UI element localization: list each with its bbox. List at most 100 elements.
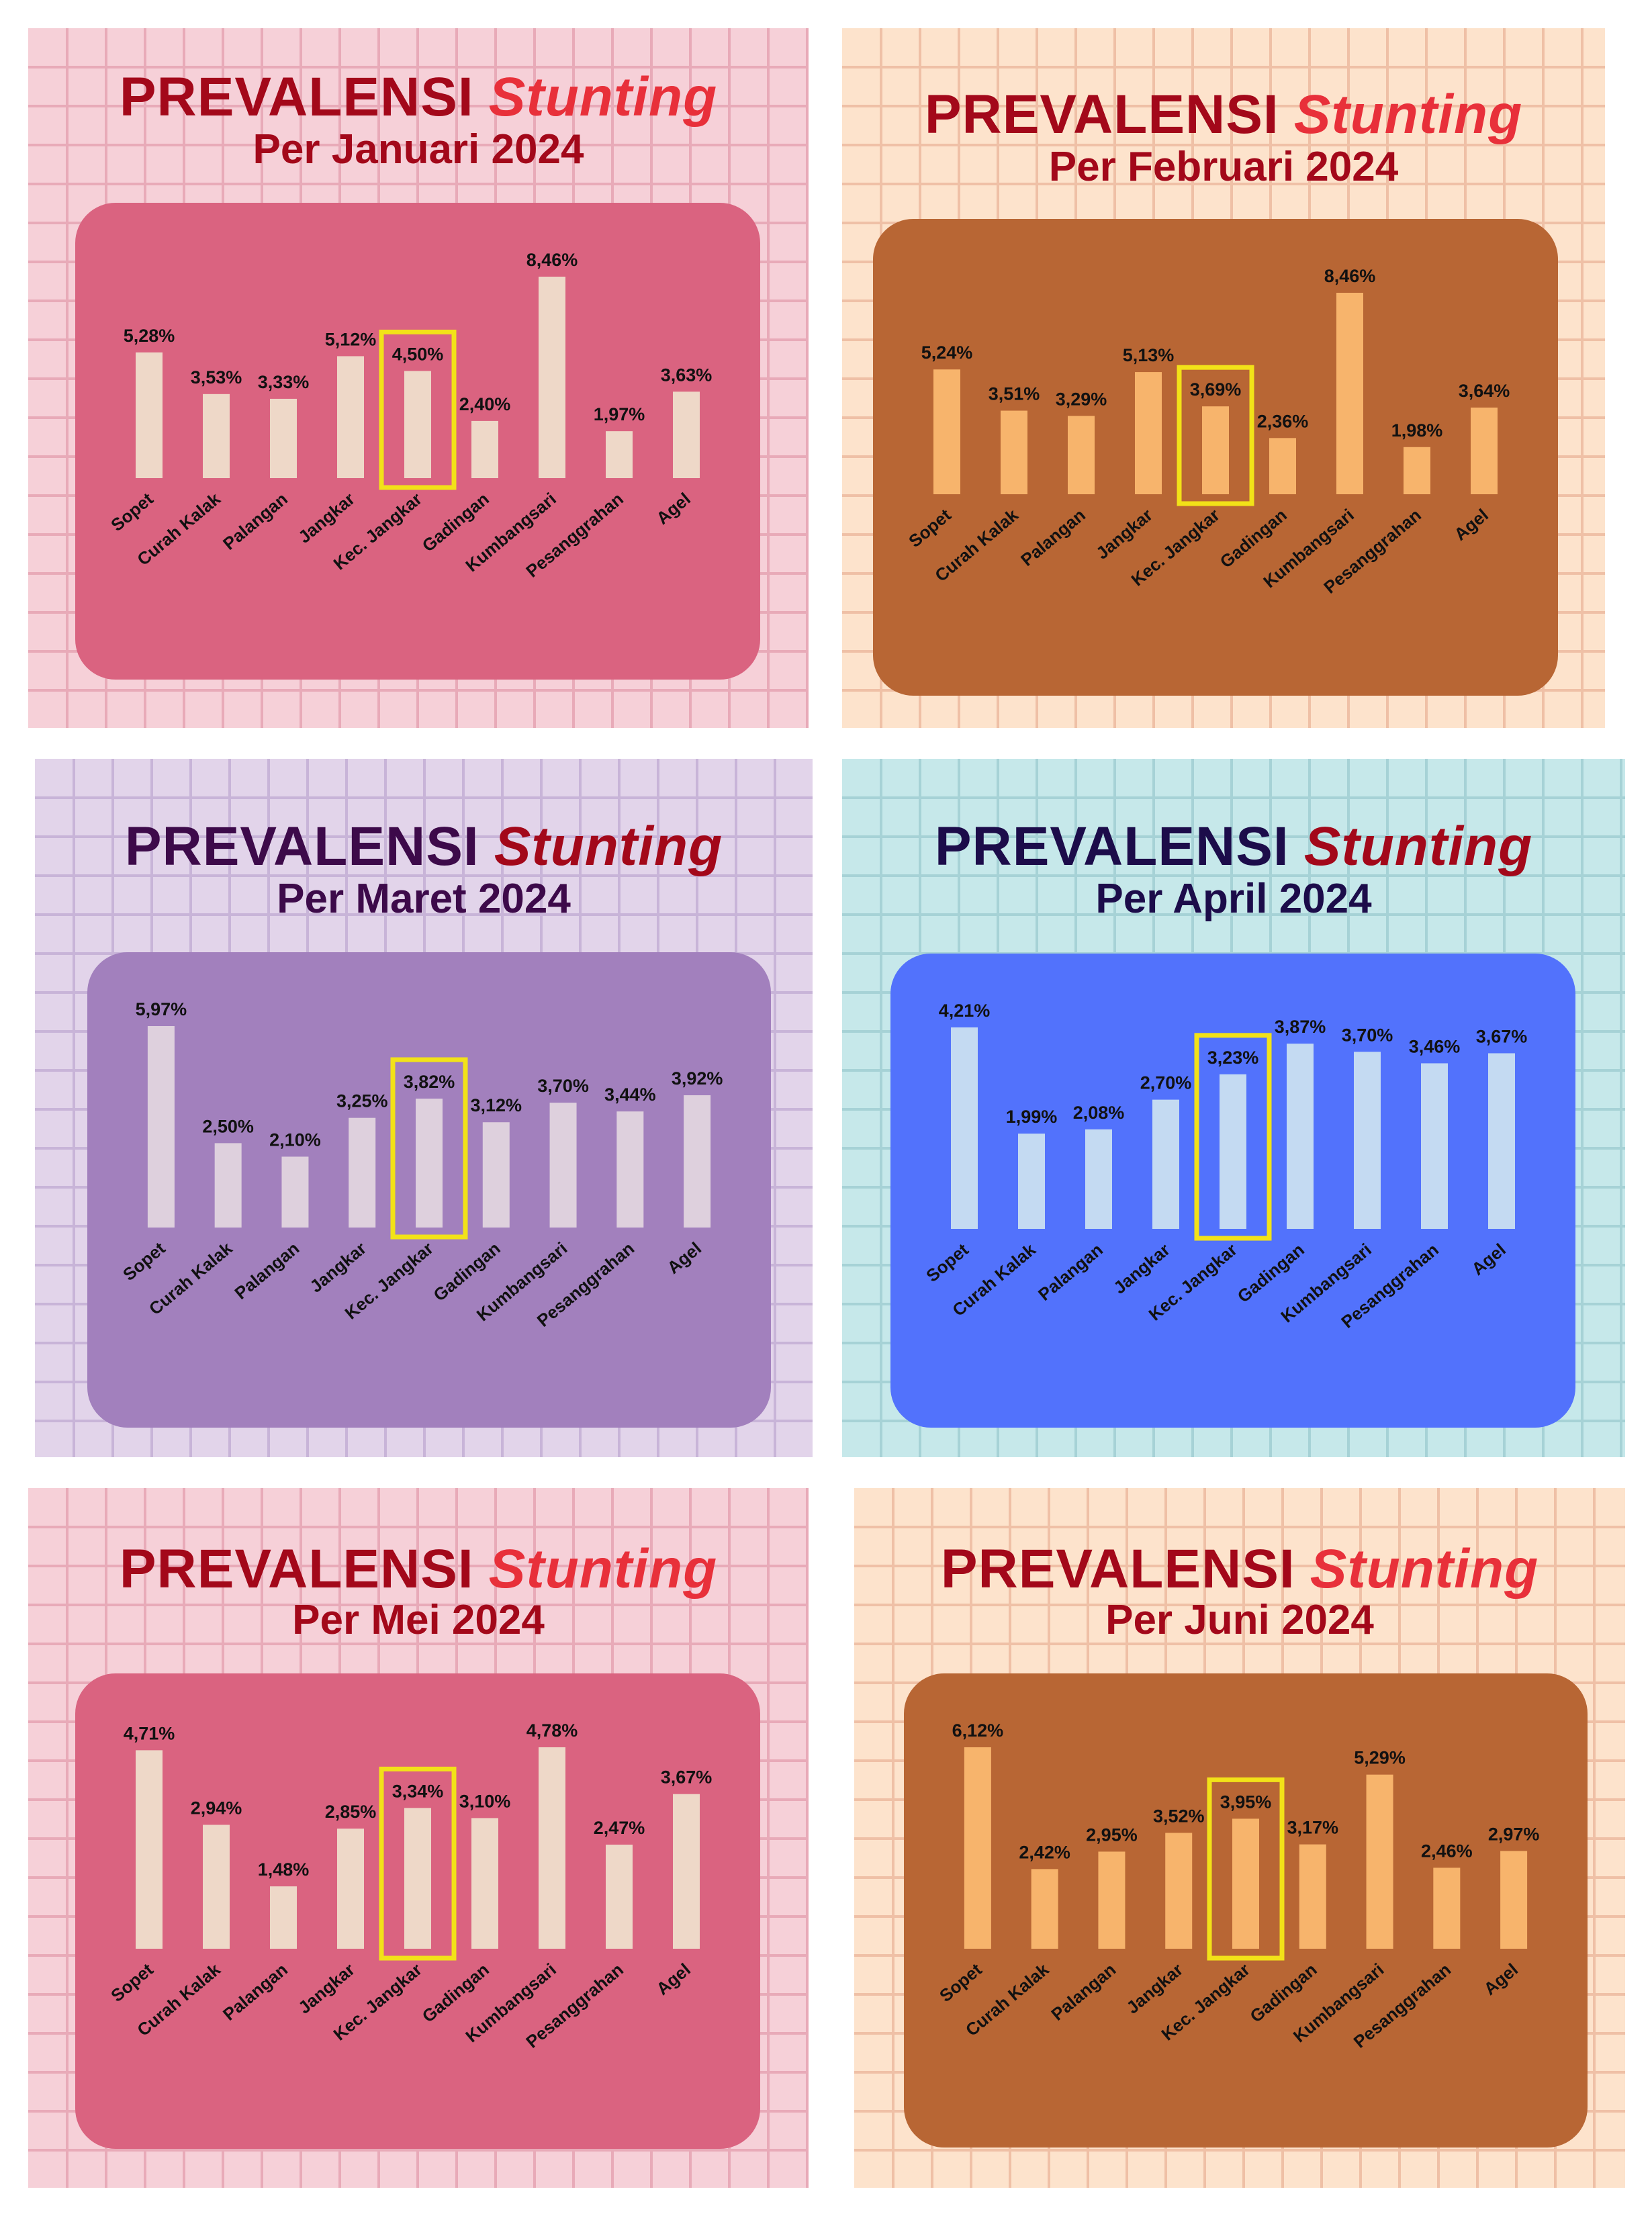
chart-title: PREVALENSI Stunting <box>35 819 813 874</box>
category-label: Jangkar <box>306 1238 370 1297</box>
chart-title: PREVALENSI Stunting <box>28 1542 809 1597</box>
category-label: Sopet <box>922 1239 972 1286</box>
bar-gadingan <box>1269 438 1296 494</box>
value-label: 4,21% <box>939 1001 991 1021</box>
value-label: 2,42% <box>1019 1842 1070 1862</box>
highlight-box <box>1177 365 1254 506</box>
bar-kumbangsari <box>539 1747 565 1949</box>
value-label: 1,48% <box>258 1859 310 1880</box>
bar-kec-jangkar <box>1220 1074 1246 1229</box>
bar-gadingan <box>471 420 498 478</box>
value-label: 2,85% <box>325 1802 377 1822</box>
chart-subtitle: Per Februari 2024 <box>1048 144 1399 190</box>
value-label: 4,78% <box>526 1720 578 1741</box>
bar-gadingan <box>1287 1044 1314 1229</box>
bar-sopet <box>136 1750 163 1949</box>
chart-title: PREVALENSI Stunting <box>842 819 1625 874</box>
bar-pesanggrahan <box>1421 1063 1448 1229</box>
bar-gadingan <box>1299 1844 1326 1949</box>
title-italic-word: Stunting <box>488 66 718 128</box>
category-label: Jangkar <box>294 1959 359 2018</box>
bar-kumbangsari <box>1336 293 1363 494</box>
category-label: Jangkar <box>1109 1240 1174 1298</box>
value-label: 4,71% <box>124 1723 175 1743</box>
value-label: 2,10% <box>269 1129 321 1150</box>
bar-sopet <box>136 352 163 478</box>
title-italic-word: Stunting <box>1293 84 1523 145</box>
value-label: 3,25% <box>336 1091 388 1111</box>
value-label: 3,10% <box>459 1791 511 1811</box>
highlight-box <box>379 329 457 490</box>
chart-tile-april: PREVALENSI Stunting Per April 2024 4,21% S… <box>842 759 1625 1457</box>
value-label: 5,28% <box>124 326 175 346</box>
bar-agel <box>684 1095 711 1228</box>
bar-sopet <box>147 1026 175 1228</box>
bar-jangkar <box>337 356 364 478</box>
value-label: 5,13% <box>1123 345 1175 365</box>
value-label: 2,95% <box>1086 1825 1138 1845</box>
category-label: Sopet <box>905 504 955 551</box>
value-label: 2,46% <box>1421 1841 1473 1861</box>
bar-gadingan <box>471 1818 498 1949</box>
title-italic-word: Stunting <box>488 1538 718 1600</box>
value-label: 2,40% <box>459 394 511 414</box>
bar-agel <box>1500 1851 1528 1949</box>
chart-subtitle: Per Januari 2024 <box>253 126 584 173</box>
chart-subtitle: Per Mei 2024 <box>292 1597 545 1643</box>
value-label: 3,44% <box>604 1084 656 1105</box>
chart-tile-maret: PREVALENSI Stunting Per Maret 2024 5,97% S… <box>35 759 813 1457</box>
bar-kec-jangkar <box>1202 406 1229 494</box>
chart-subtitle: Per Juni 2024 <box>1105 1597 1374 1643</box>
value-label: 3,67% <box>661 1767 713 1788</box>
value-label: 2,50% <box>202 1116 254 1136</box>
value-label: 3,69% <box>1190 379 1242 400</box>
value-label: 3,34% <box>392 1781 444 1801</box>
value-label: 8,46% <box>526 250 578 270</box>
value-label: 3,82% <box>404 1072 455 1092</box>
value-label: 2,70% <box>1140 1073 1192 1093</box>
chart-panel: 6,12% Sopet 2,42% Curah Kalak 2,95% Palangan 3… <box>904 1673 1588 2148</box>
value-label: 3,70% <box>537 1076 589 1096</box>
category-label: Agel <box>652 1959 694 1999</box>
category-label: Sopet <box>107 1959 157 2006</box>
chart-title: PREVALENSI Stunting <box>854 1542 1625 1597</box>
title-word: PREVALENSI <box>124 816 479 877</box>
value-label: 3,29% <box>1056 389 1107 409</box>
value-label: 5,12% <box>325 329 377 349</box>
bar-agel <box>1471 407 1498 494</box>
category-label: Palangan <box>1047 1959 1119 2025</box>
value-label: 3,87% <box>1275 1017 1326 1037</box>
highlight-box <box>390 1057 468 1240</box>
bar-kumbangsari <box>1366 1774 1393 1949</box>
value-label: 2,47% <box>594 1818 645 1838</box>
chart-tile-mei: PREVALENSI Stunting Per Mei 2024 4,71% Sop… <box>28 1488 809 2188</box>
title-word: PREVALENSI <box>119 66 474 128</box>
highlight-box <box>1194 1033 1272 1241</box>
chart-tile-juni: PREVALENSI Stunting Per Juni 2024 6,12% So… <box>854 1488 1625 2188</box>
bar-sopet <box>933 369 960 494</box>
bar-kec-jangkar <box>416 1099 443 1228</box>
category-label: Palangan <box>1017 505 1089 570</box>
bar-jangkar <box>337 1829 364 1949</box>
bar-jangkar <box>1152 1099 1179 1229</box>
bar-palangan <box>281 1156 309 1228</box>
bar-jangkar <box>1135 372 1162 494</box>
title-word: PREVALENSI <box>924 84 1279 145</box>
chart-panel: 4,71% Sopet 2,94% Curah Kalak 1,48% Palangan 2… <box>75 1673 760 2149</box>
category-label: Agel <box>1480 1959 1522 1999</box>
value-label: 3,67% <box>1476 1026 1528 1046</box>
chart-title: PREVALENSI Stunting <box>28 70 809 125</box>
value-label: 3,51% <box>989 384 1040 404</box>
bar-agel <box>1488 1053 1515 1229</box>
bar-palangan <box>270 1886 297 1949</box>
highlight-box <box>379 1766 457 1961</box>
category-label: Sopet <box>119 1238 169 1285</box>
bar-curah-kalak <box>1031 1869 1058 1949</box>
bar-pesanggrahan <box>616 1111 644 1228</box>
title-word: PREVALENSI <box>940 1538 1295 1600</box>
chart-panel: 5,24% Sopet 3,51% Curah Kalak 3,29% Palangan 5… <box>873 219 1558 696</box>
category-label: Sopet <box>935 1959 986 2006</box>
value-label: 3,70% <box>1342 1025 1393 1045</box>
bar-curah-kalak <box>1001 410 1027 494</box>
bar-curah-kalak <box>203 1825 230 1949</box>
